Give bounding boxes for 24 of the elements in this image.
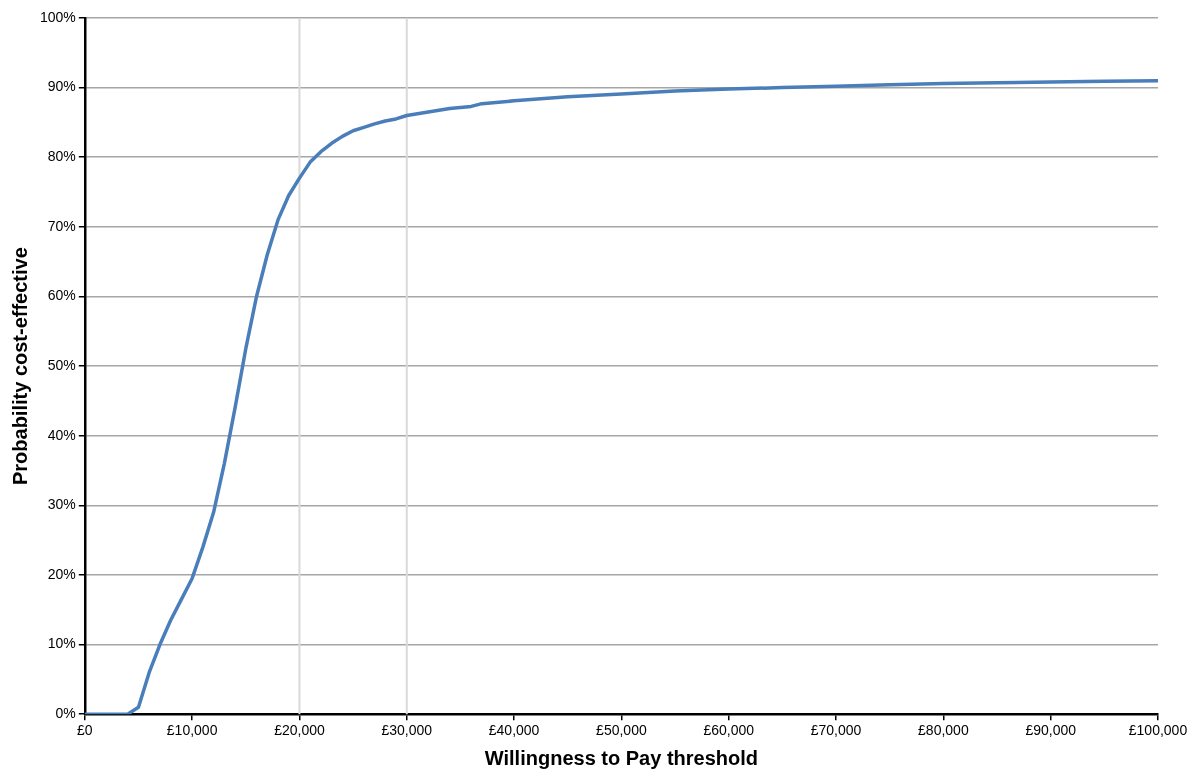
x-tick-label: £10,000 — [166, 722, 218, 739]
y-tick-label: 0% — [55, 705, 76, 722]
x-tick-label: £50,000 — [596, 722, 647, 739]
x-tick-label: £70,000 — [810, 722, 862, 739]
x-tick-label: £80,000 — [918, 722, 969, 739]
y-tick-label: 50% — [47, 356, 76, 373]
y-tick-label: 80% — [47, 148, 76, 165]
x-tick-label: £40,000 — [488, 722, 540, 739]
x-tick-label: £60,000 — [703, 722, 755, 739]
x-tick-label: £100,000 — [1128, 722, 1188, 739]
y-tick-label: 20% — [47, 565, 76, 582]
y-tick-label: 60% — [47, 287, 76, 304]
y-tick-label: 100% — [39, 8, 76, 25]
x-tick-label: £20,000 — [274, 722, 325, 739]
y-tick-label: 40% — [47, 426, 76, 443]
y-tick-label: 90% — [47, 78, 76, 95]
y-axis-title: Probability cost-effective — [8, 247, 31, 486]
y-tick-label: 10% — [47, 635, 76, 652]
x-tick-label: £0 — [77, 722, 93, 739]
x-axis-title: Willingness to Pay threshold — [484, 746, 758, 769]
y-tick-label: 70% — [47, 217, 76, 234]
x-tick-label: £90,000 — [1025, 722, 1077, 739]
y-tick-label: 30% — [47, 496, 76, 513]
x-tick-label: £30,000 — [381, 722, 433, 739]
